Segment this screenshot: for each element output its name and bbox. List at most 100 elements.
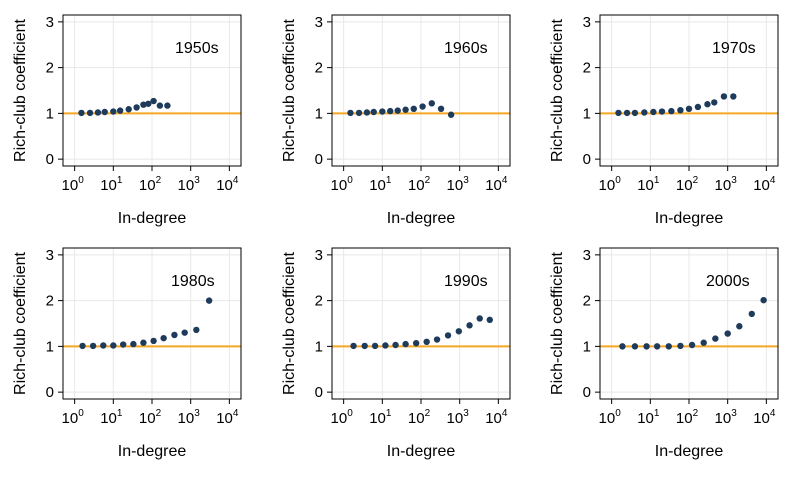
data-point (150, 337, 157, 345)
data-point (133, 104, 140, 111)
data-point (181, 329, 188, 336)
data-point (116, 107, 124, 114)
y-tick-label: 1 (315, 338, 323, 355)
data-point (694, 103, 702, 111)
data-point (688, 341, 696, 349)
y-tick-label: 1 (583, 338, 591, 355)
x-tick-label: 102 (676, 175, 699, 194)
panel-2000s: 100 101 102 103 104 0 1 2 3 In-degree Rich-club co… (549, 247, 779, 460)
data-point (171, 331, 178, 339)
data-point (677, 342, 684, 350)
x-tick-label: 104 (753, 175, 776, 194)
data-point (361, 342, 368, 350)
x-axis-label: In-degree (655, 210, 724, 227)
y-tick-label: 0 (315, 151, 323, 168)
x-tick-label: 104 (753, 408, 776, 427)
y-tick-label: 0 (583, 384, 591, 401)
x-tick-label: 103 (178, 175, 201, 194)
panel-1990s: 100 101 102 103 104 0 1 2 3 In-degree Rich-club co… (281, 247, 511, 460)
data-point (615, 109, 622, 117)
data-point (748, 310, 755, 318)
x-axis-label: In-degree (387, 443, 456, 460)
data-point (730, 93, 737, 100)
y-tick-label: 2 (583, 293, 591, 310)
data-point (150, 97, 157, 105)
x-axis-label: In-degree (118, 443, 187, 460)
y-tick-label: 0 (315, 384, 323, 401)
data-point (736, 323, 743, 330)
data-point (653, 343, 661, 350)
y-axis-label: Rich-club coefficient (12, 19, 29, 162)
data-point (363, 109, 371, 116)
y-tick-label: 3 (315, 247, 323, 264)
panel-1960s: 100 101 102 103 104 0 1 2 3 In-degree Rich-club co… (281, 14, 511, 227)
x-tick-label: 100 (331, 175, 354, 194)
data-point (78, 109, 85, 117)
data-point (476, 315, 483, 322)
x-axis-label: In-degree (387, 210, 456, 227)
data-point (643, 343, 650, 350)
data-point (100, 342, 107, 349)
y-tick-label: 3 (583, 247, 591, 264)
x-tick-label: 104 (216, 175, 239, 194)
x-tick-label: 104 (485, 408, 508, 427)
x-tick-label: 102 (408, 175, 431, 194)
data-point (619, 343, 626, 350)
data-point (371, 342, 379, 350)
y-tick-label: 3 (583, 14, 591, 31)
y-axis-label: Rich-club coefficient (549, 252, 566, 395)
data-point (720, 93, 728, 100)
panel-1980s: 100 101 102 103 104 0 1 2 3 In-degree Rich-club co… (12, 247, 242, 460)
data-point (704, 101, 711, 108)
x-tick-label: 102 (408, 408, 431, 427)
x-tick-label: 102 (676, 408, 699, 427)
x-tick-label: 101 (100, 408, 123, 427)
y-axis-label: Rich-club coefficient (12, 252, 29, 395)
x-tick-label: 101 (369, 408, 392, 427)
y-axis-label: Rich-club coefficient (281, 19, 298, 162)
data-point (145, 100, 152, 107)
x-tick-label: 104 (216, 408, 239, 427)
data-point (419, 103, 426, 110)
x-tick-label: 103 (447, 408, 470, 427)
panel-label: 1980s (171, 273, 215, 290)
data-point (466, 322, 473, 329)
data-point (412, 339, 420, 347)
data-point (447, 111, 455, 118)
data-point (130, 340, 137, 348)
data-point (711, 99, 718, 106)
data-point (110, 108, 117, 115)
data-point (156, 102, 164, 109)
data-point (433, 336, 441, 343)
data-point (724, 330, 731, 337)
x-tick-label: 104 (485, 175, 508, 194)
data-point (355, 109, 363, 117)
y-axis-label: Rich-club coefficient (549, 19, 566, 162)
data-point (677, 106, 684, 114)
data-point (685, 105, 693, 113)
x-tick-label: 103 (178, 408, 201, 427)
data-point (160, 334, 167, 342)
data-point (164, 102, 171, 109)
data-point (94, 109, 102, 116)
data-point (423, 338, 430, 346)
data-point (631, 109, 639, 117)
data-point (347, 109, 354, 117)
data-point (700, 339, 707, 346)
data-point (444, 332, 452, 339)
y-tick-label: 2 (46, 60, 54, 77)
data-point (387, 107, 394, 115)
data-point (205, 297, 213, 304)
y-tick-label: 2 (583, 60, 591, 77)
data-point (140, 339, 147, 346)
data-point (89, 342, 97, 350)
data-point (79, 342, 86, 350)
data-point (382, 342, 389, 349)
panel-label: 1990s (444, 273, 488, 290)
data-point (392, 341, 399, 349)
data-point (712, 335, 719, 342)
data-point (665, 343, 672, 350)
data-point (119, 341, 127, 348)
data-point (668, 107, 675, 115)
